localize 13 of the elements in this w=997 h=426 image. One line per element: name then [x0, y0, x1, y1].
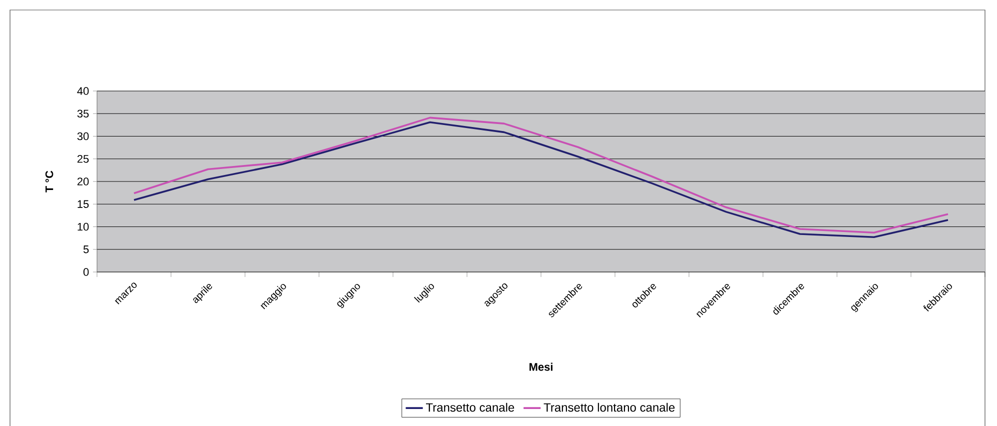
x-axis-title: Mesi: [530, 362, 552, 371]
y-axis-title: T °C: [45, 170, 54, 192]
y-tick-label: 10: [78, 222, 89, 231]
y-tick-label: 15: [78, 200, 89, 208]
y-tick-label: 5: [83, 246, 89, 254]
y-tick-label: 0: [83, 268, 89, 276]
y-tick-label: 20: [77, 178, 89, 186]
y-tick-label: 35: [77, 110, 89, 118]
legend-label: Transetto lontano canale: [544, 402, 675, 412]
y-tick-label: 30: [77, 132, 89, 140]
y-tick-label: 25: [77, 154, 89, 163]
y-tick-label: 40: [77, 87, 89, 95]
legend-label: Transetto canale: [426, 402, 514, 412]
